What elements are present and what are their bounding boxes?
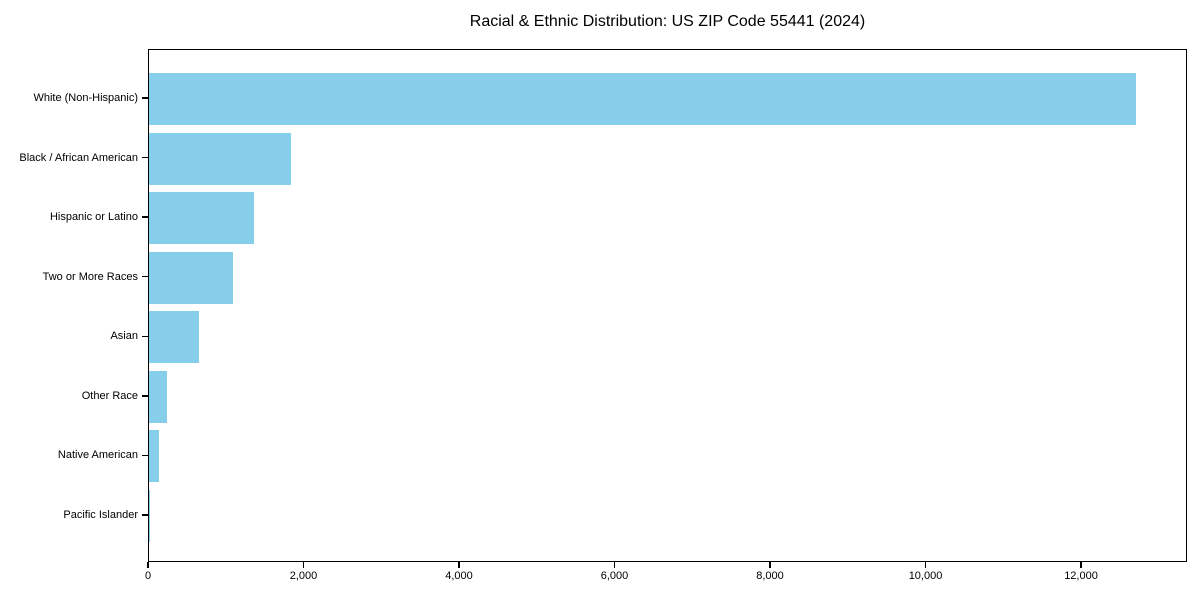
x-tick-label-6000: 6,000 <box>600 570 629 582</box>
y-tick-mark <box>141 275 148 278</box>
y-tick-mark <box>141 335 148 338</box>
y-tick-label-pacific-islander: Pacific Islander <box>63 508 138 521</box>
y-tick-label-hispanic-or-latino: Hispanic or Latino <box>49 211 138 224</box>
y-tick-mark <box>141 216 148 218</box>
chart-title: Racial & Ethnic Distribution: US ZIP Cod… <box>469 13 866 30</box>
y-tick-label-two-or-more-races: Two or More Races <box>42 270 138 283</box>
bar-other-race <box>149 370 167 423</box>
y-tick-mark <box>141 454 148 457</box>
x-tick-label-4000: 4,000 <box>445 570 473 582</box>
x-tick-mark <box>458 562 460 568</box>
bar-hispanic-or-latino <box>149 192 254 245</box>
x-tick-mark <box>147 562 149 568</box>
y-tick-mark <box>141 156 148 159</box>
y-tick-label-white-non-hispanic: White (Non-Hispanic) <box>33 92 138 104</box>
y-tick-mark <box>141 395 148 397</box>
y-tick-label-other-race: Other Race <box>81 389 138 402</box>
y-tick-mark <box>141 97 148 99</box>
plot-area <box>148 49 1187 562</box>
y-tick-mark <box>141 514 148 516</box>
x-tick-mark <box>769 562 771 568</box>
bar-asian <box>149 311 199 364</box>
x-tick-mark <box>302 562 305 568</box>
y-tick-label-black-african-american: Black / African American <box>19 151 138 164</box>
x-tick-label-2000: 2,000 <box>289 570 318 582</box>
x-tick-mark <box>613 562 616 568</box>
bar-native-american <box>149 430 160 483</box>
bar-pacific-islander <box>149 489 150 542</box>
x-tick-label-12000: 12,000 <box>1064 570 1098 582</box>
x-tick-label-10000: 10,000 <box>908 570 943 582</box>
x-tick-label-8000: 8,000 <box>756 570 784 582</box>
bar-white-non-hispanic <box>149 73 1137 125</box>
bar-two-or-more-races <box>149 251 233 304</box>
y-tick-label-native-american: Native American <box>57 449 138 462</box>
x-tick-mark <box>1080 562 1082 568</box>
x-tick-mark <box>924 562 927 568</box>
bar-black-african-american <box>149 132 291 185</box>
y-tick-label-asian: Asian <box>110 330 138 343</box>
x-tick-label-0: 0 <box>144 570 152 582</box>
